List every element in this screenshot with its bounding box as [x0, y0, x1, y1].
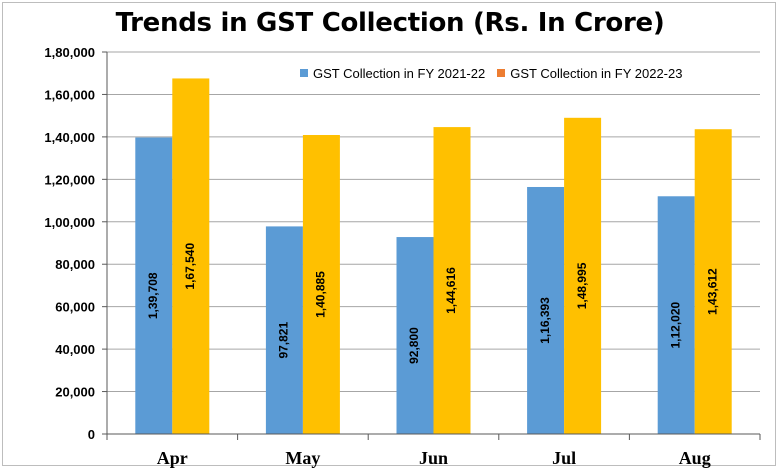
bar-jun-series-1: [396, 237, 434, 434]
y-tick-label: 1,80,000: [44, 45, 95, 60]
bar-apr-series-2: [172, 78, 210, 435]
data-label-aug-series-1: 1,12,020: [668, 301, 682, 348]
bar-aug-series-1: [657, 196, 695, 434]
chart-title: Trends in GST Collection (Rs. In Crore): [115, 8, 665, 38]
legend-item-2021-22: GST Collection in FY 2021-22: [300, 66, 485, 81]
data-label-jun-series-2: 1,44,616: [444, 267, 458, 314]
y-tick-label: 0: [88, 427, 95, 442]
x-tick-label: Jun: [419, 448, 448, 468]
bar-jul-series-1: [527, 186, 565, 434]
chart-frame: [2, 2, 776, 466]
y-tick-label: 1,60,000: [44, 87, 95, 102]
y-tick-label: 20,000: [55, 385, 95, 400]
data-label-jul-series-2: 1,48,995: [575, 262, 589, 309]
data-label-apr-series-2: 1,67,540: [183, 243, 197, 290]
bar-jul-series-2: [564, 117, 602, 434]
legend-swatch-2021-22: [300, 69, 308, 77]
legend-swatch-2022-23: [497, 69, 506, 77]
x-tick-label: Aug: [679, 448, 711, 468]
legend-item-2022-23: GST Collection in FY 2022-23: [497, 66, 682, 81]
chart-legend: GST Collection in FY 2021-22 GST Collect…: [300, 64, 694, 82]
data-label-jul-series-1: 1,16,393: [538, 297, 552, 344]
x-tick-label: May: [285, 448, 320, 468]
data-labels: 1,39,708 1,67,540 97,821 1,40,885 92,800 1,44…: [146, 243, 719, 364]
x-tick-label: Apr: [157, 448, 188, 468]
data-label-jun-series-1: 92,800: [407, 327, 421, 364]
data-label-may-series-2: 1,40,885: [314, 271, 328, 318]
y-tick-label: 1,40,000: [44, 130, 95, 145]
data-label-aug-series-2: 1,43,612: [705, 268, 719, 315]
axes: 0 20,000 40,000 60,000 80,000 1,00,000 1,20,00…: [44, 45, 761, 468]
legend-label-2022-23: GST Collection in FY 2022-23: [510, 65, 683, 81]
x-tick-label: Jul: [552, 448, 576, 468]
bar-jun-series-2: [433, 127, 471, 434]
y-tick-label: 40,000: [55, 342, 95, 357]
bar-aug-series-2: [694, 129, 732, 434]
legend-label-2021-22: GST Collection in FY 2021-22: [313, 65, 486, 81]
y-tick-label: 60,000: [55, 300, 95, 315]
data-label-may-series-1: 97,821: [277, 322, 291, 359]
data-label-apr-series-1: 1,39,708: [146, 272, 160, 319]
bar-may-series-2: [302, 135, 340, 434]
y-tick-label: 80,000: [55, 257, 95, 272]
bar-may-series-1: [265, 226, 303, 434]
y-tick-label: 1,00,000: [44, 215, 95, 230]
bar-apr-series-1: [135, 137, 173, 434]
y-tick-label: 1,20,000: [44, 172, 95, 187]
bars: [135, 78, 732, 435]
